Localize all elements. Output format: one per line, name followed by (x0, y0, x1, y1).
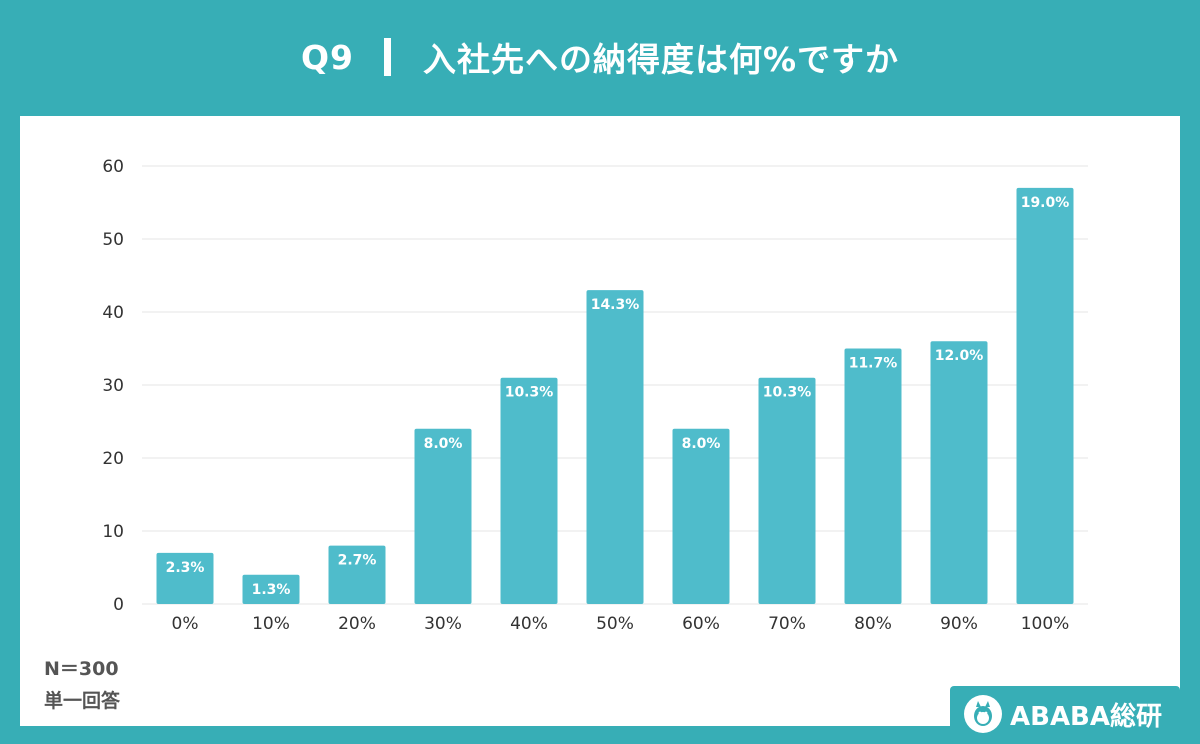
x-tick-label: 90% (940, 614, 978, 634)
data-label: 8.0% (682, 436, 721, 452)
answer-type-note: 単一回答 (44, 690, 121, 712)
y-tick-label: 60 (102, 157, 124, 177)
data-label: 12.0% (935, 348, 984, 364)
bar (930, 341, 988, 604)
title-bar: Q9 入社先への納得度は何%ですか (0, 0, 1200, 114)
bar (500, 377, 558, 604)
sample-size-note: N＝300 (44, 658, 119, 680)
data-label: 10.3% (505, 385, 554, 401)
y-tick-label: 20 (102, 449, 124, 469)
x-tick-label: 70% (768, 614, 806, 634)
chart-title: 入社先への納得度は何%ですか (422, 40, 900, 79)
bar (1016, 187, 1074, 604)
bar (758, 377, 816, 604)
title-separator (383, 38, 391, 76)
alpaca-mascot-icon (964, 695, 1002, 733)
chart-panel: 0 10 20 30 40 50 60 2.3% 0% 1.3% 10% 2.7% 20% 8.0% 30%… (20, 116, 1180, 726)
data-label: 8.0% (424, 436, 463, 452)
data-label: 2.3% (166, 560, 205, 576)
bar (586, 290, 644, 604)
data-label: 1.3% (252, 582, 291, 598)
bar (242, 574, 300, 604)
brand-logo: ABABA総研 (950, 686, 1180, 742)
bar (414, 428, 472, 604)
x-tick-label: 0% (172, 614, 199, 634)
bar (672, 428, 730, 604)
x-tick-label: 80% (854, 614, 892, 634)
x-tick-label: 20% (338, 614, 376, 634)
logo-text: ABABA総研 (1010, 701, 1163, 732)
data-label: 11.7% (849, 356, 898, 372)
y-tick-label: 30 (102, 376, 124, 396)
bar (328, 545, 386, 604)
data-label: 2.7% (338, 553, 377, 569)
x-tick-label: 40% (510, 614, 548, 634)
y-tick-label: 10 (102, 522, 124, 542)
x-tick-label: 10% (252, 614, 290, 634)
bar (844, 348, 902, 604)
y-tick-label: 40 (102, 303, 124, 323)
data-label: 14.3% (591, 297, 640, 313)
x-tick-label: 50% (596, 614, 634, 634)
bar (156, 552, 214, 604)
data-label: 19.0% (1021, 195, 1070, 211)
question-number: Q9 (300, 37, 354, 77)
x-tick-label: 60% (682, 614, 720, 634)
y-tick-label: 0 (113, 595, 124, 615)
bar-chart: 0 10 20 30 40 50 60 2.3% 0% 1.3% 10% 2.7% 20% 8.0% 30%… (102, 157, 1088, 634)
x-tick-label: 100% (1021, 614, 1070, 634)
y-tick-label: 50 (102, 230, 124, 250)
x-tick-label: 30% (424, 614, 462, 634)
data-label: 10.3% (763, 385, 812, 401)
